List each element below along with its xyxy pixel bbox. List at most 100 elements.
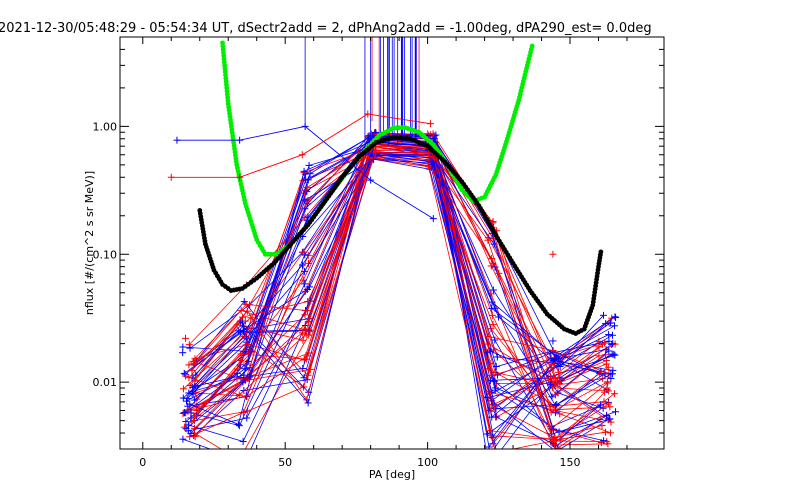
spectrum-point xyxy=(306,283,314,291)
spectrum-trace xyxy=(193,151,608,430)
spectrum-point xyxy=(602,428,610,436)
spectrum-point xyxy=(304,399,312,407)
spectrum-point xyxy=(429,130,437,138)
spectrum-point xyxy=(367,130,375,138)
spectrum-point xyxy=(483,430,491,438)
spectrum-point xyxy=(609,366,617,374)
spectrum-point xyxy=(299,276,307,284)
x-tick-label: 150 xyxy=(560,456,581,469)
y-tick-label: 0.10 xyxy=(93,248,118,261)
spectrum-point xyxy=(485,340,493,348)
spectrum-point xyxy=(604,378,612,386)
spectrum-point xyxy=(428,159,436,167)
spectrum-point xyxy=(298,329,306,337)
model-curve-dot xyxy=(394,135,400,141)
spectrum-point xyxy=(604,400,612,408)
spectrum-trace xyxy=(194,152,603,386)
spectrum-point xyxy=(306,170,314,178)
spectrum-point xyxy=(487,262,495,270)
spectrum-point xyxy=(552,401,560,409)
spectrum-trace xyxy=(189,142,609,443)
spectrum-point xyxy=(186,344,194,352)
spectrum-point xyxy=(611,313,619,321)
spectrum-point xyxy=(188,366,196,374)
spectrum-point xyxy=(549,347,557,355)
spectrum-point xyxy=(191,433,199,441)
spectrum-point xyxy=(304,307,312,315)
spectrum-point xyxy=(242,458,249,465)
spectrum-point xyxy=(552,436,560,444)
spectrum-point xyxy=(600,398,608,406)
spectrum-point xyxy=(485,427,493,435)
spectrum-point xyxy=(493,353,501,361)
spectrum-trace xyxy=(190,158,601,445)
spectrum-point xyxy=(188,390,196,398)
spectrum-point xyxy=(182,425,190,433)
spectrum-point xyxy=(190,424,198,432)
spectrum-point xyxy=(489,320,497,328)
spectrum-point xyxy=(304,298,312,306)
spectrum-point xyxy=(186,382,194,390)
spectrum-point xyxy=(305,161,313,169)
spectrum-point xyxy=(492,384,500,392)
spectrum-point xyxy=(243,307,251,315)
spectrum-point xyxy=(299,248,307,256)
blue-markers-point xyxy=(612,314,620,322)
spectrum-trace xyxy=(191,146,608,422)
spectrum-point xyxy=(179,385,187,393)
spectrum-point xyxy=(300,167,308,175)
spectrum-point xyxy=(487,407,495,415)
spectrum-point xyxy=(605,347,613,355)
blue-trace-point xyxy=(367,176,375,184)
spectrum-point xyxy=(303,183,311,191)
spectrum-point xyxy=(427,158,435,166)
spectrum-point xyxy=(185,341,193,349)
spectrum-point xyxy=(595,352,603,360)
red-markers-point xyxy=(182,334,190,342)
model-curve-dot xyxy=(529,43,535,49)
spectrum-point xyxy=(604,387,612,395)
spectrum-point xyxy=(179,394,187,402)
spectrum-point xyxy=(244,407,252,415)
spectrum-point xyxy=(180,423,188,431)
x-axis-label: PA [deg] xyxy=(369,468,415,481)
spectrum-point xyxy=(179,435,187,443)
spectrum-trace xyxy=(183,154,606,410)
spectrum-point xyxy=(547,408,555,416)
spectrum-point xyxy=(235,422,243,430)
spectrum-point xyxy=(245,373,253,381)
red-markers-point xyxy=(597,368,605,376)
spectrum-point xyxy=(491,304,499,312)
spectrum-point xyxy=(299,261,307,269)
spectrum-point xyxy=(492,413,500,421)
x-tick-label: 100 xyxy=(417,456,438,469)
spectrum-trace xyxy=(185,151,612,412)
spectrum-point xyxy=(364,154,372,162)
spectrum-point xyxy=(547,381,555,389)
spectrum-point xyxy=(188,418,196,426)
spectrum-point xyxy=(430,135,438,143)
spectrum-point xyxy=(306,328,314,336)
spectrum-point xyxy=(600,437,608,445)
spectrum-point xyxy=(182,372,190,380)
spectrum-point xyxy=(186,400,194,408)
spectrum-point xyxy=(235,391,243,399)
spectrum-point xyxy=(190,390,198,398)
spectrum-trace xyxy=(194,147,607,429)
spectrum-point xyxy=(489,286,497,294)
spectrum-point xyxy=(233,365,241,373)
spectrum-point xyxy=(601,339,609,347)
spectrum-point xyxy=(182,418,190,426)
spectrum-point xyxy=(609,331,617,339)
spectrum-point xyxy=(610,350,618,358)
spectrum-point xyxy=(179,410,187,418)
spectrum-point xyxy=(492,449,499,456)
spectrum-point xyxy=(240,371,248,379)
spectrum-point xyxy=(191,396,199,404)
y-tick-label: 0.01 xyxy=(93,376,118,389)
y-tick-label: 1.00 xyxy=(93,120,118,133)
red-trace-point xyxy=(236,173,244,181)
spectrum-point xyxy=(299,336,307,344)
spectrum-point xyxy=(185,374,193,382)
spectrum-trace xyxy=(195,139,603,397)
